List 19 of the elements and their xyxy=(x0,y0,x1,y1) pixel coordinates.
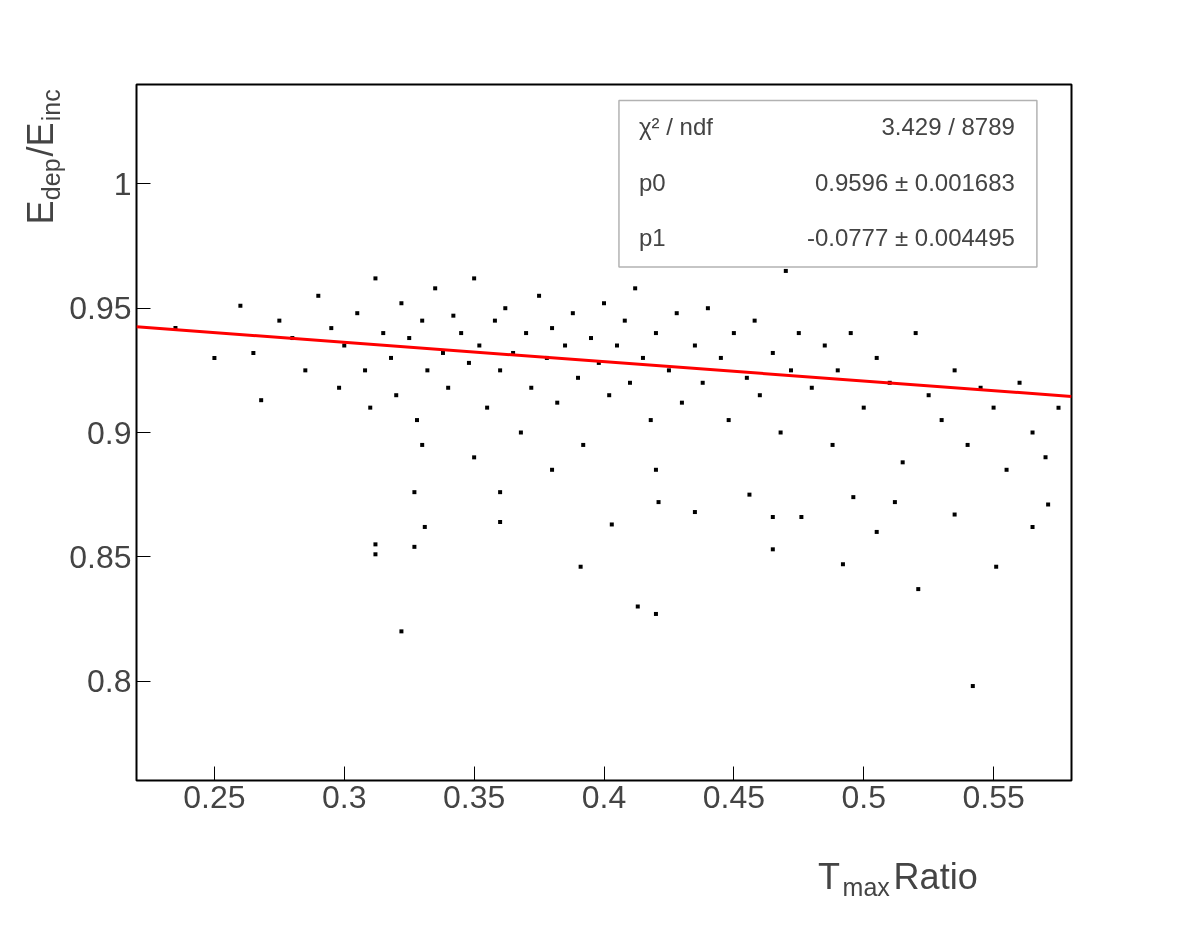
annotation: 0.9596 ± 0.001683 xyxy=(814,168,1015,196)
y-tick-label: 0.85 xyxy=(69,538,132,575)
x-tick-label: 0.35 xyxy=(443,778,506,815)
annotation: p0 xyxy=(638,168,666,196)
annotation: χ² / ndf xyxy=(638,113,714,141)
x-tick-label: 0.4 xyxy=(581,778,627,815)
y-tick-label: 0.8 xyxy=(87,663,132,700)
x-tick-label: 0.3 xyxy=(322,778,367,815)
y-tick-label: 0.95 xyxy=(69,290,132,327)
x-tick-label: 0.55 xyxy=(962,778,1025,815)
annotation: -0.0777 ± 0.004495 xyxy=(806,224,1015,252)
y-tick-label: 1 xyxy=(113,165,132,202)
annotation: p1 xyxy=(638,224,666,252)
x-tick-label: 0.25 xyxy=(183,778,246,815)
y-axis-title: Edep/Einc xyxy=(20,89,66,225)
x-tick-label: 0.45 xyxy=(702,778,765,815)
annotation: 3.429 / 8789 xyxy=(881,113,1015,141)
y-tick-label: 0.9 xyxy=(87,414,132,451)
x-tick-label: 0.5 xyxy=(841,778,886,815)
